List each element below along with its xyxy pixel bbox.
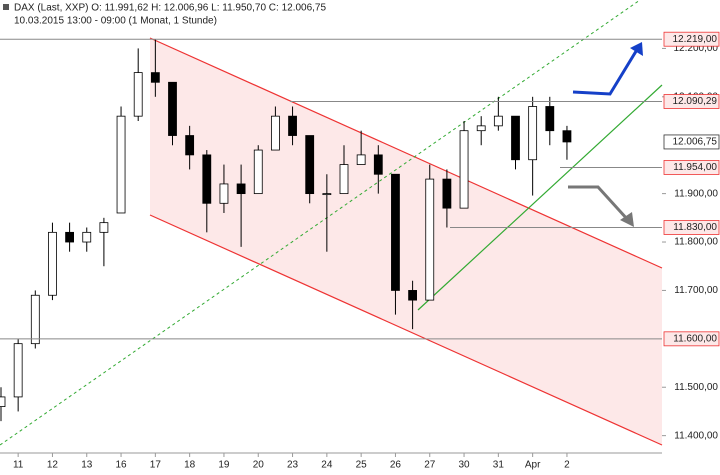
candle-body [356,154,366,165]
y-tick-label: 11.500,00 [674,382,718,393]
candle-body [322,193,332,196]
x-tick-label: Apr [525,460,541,471]
last-price-box [663,134,720,150]
candle-body [339,164,349,195]
x-tick-label: 19 [218,460,230,471]
candle-body [202,154,212,204]
x-tick-label: 26 [390,460,402,471]
x-tick-label: 25 [356,460,368,471]
candle-body [65,231,74,243]
candle-body [373,154,383,175]
x-tick-label: 20 [253,460,265,471]
candle-body [236,183,246,195]
candle-body [30,294,40,345]
x-tick-label: 12 [47,460,59,471]
candle-body [13,343,23,398]
level-label: 11.600,00 [673,333,717,344]
candle-body [150,72,160,83]
x-tick-label: 23 [287,460,299,471]
level-box [663,331,720,347]
candle-body [562,130,572,143]
candle-body [99,222,109,233]
x-tick-label: 30 [458,460,470,471]
level-label: 11.830,00 [673,222,717,233]
candle-body [528,106,538,161]
channel-fill [150,38,662,445]
level-box [663,160,720,175]
level-box [663,94,720,109]
x-tick-label: 2 [564,460,570,471]
arrow-down [568,185,630,222]
candle-body [270,115,280,151]
candle-body [408,290,418,301]
candle-body [253,149,263,195]
icon [3,4,9,10]
candle-body [288,115,297,136]
y-tick-label: 11.700,00 [674,285,718,296]
level-label: 11.954,00 [673,162,717,173]
trend-dotted [0,0,641,446]
y-tick-label: 11.800,00 [674,237,718,248]
x-tick-label: 13 [81,460,93,471]
candle-body [185,135,195,156]
candle-body [545,106,555,132]
candle-body [48,231,57,296]
candle-body [116,115,126,214]
candle-body [391,173,400,291]
channel-lower [149,214,663,446]
x-tick-label: 16 [115,460,127,471]
title: DAX (Last, XXP) O: 11.991,62 H: 12.006,9… [14,3,326,14]
level-box [663,220,720,235]
candle-body [219,183,229,204]
y-tick-label: 11.400,00 [674,430,718,441]
candle-body [442,178,452,209]
last-price-label: 12.006,75 [673,137,718,148]
candle-body [493,115,503,127]
arrow-up [572,47,640,96]
level-label: 12.090,29 [673,96,718,107]
candle-body [425,178,435,301]
x-tick-label: 27 [424,460,436,471]
arrow-up-head [630,42,643,56]
x-tick-label: 24 [321,460,333,471]
y-tick-label: 11.900,00 [674,188,718,199]
arrow-down-head [620,212,634,227]
y-tick-label: 12.200,00 [674,43,719,54]
trend-solid [417,84,663,311]
candle-body [168,81,177,136]
x-tick-label: 31 [493,460,505,471]
candle-body [476,125,486,132]
candle-body [459,130,469,209]
level-label: 12.219,00 [673,34,718,45]
candle-body [82,231,92,243]
candle-body [133,72,143,117]
level-box [663,31,720,47]
x-tick-label: 18 [184,460,196,471]
x-tick-label: 11 [13,460,24,471]
x-tick-label: 17 [150,460,162,471]
channel-upper [149,37,663,269]
subtitle: 10.03.2015 13:00 - 09:00 (1 Monat, 1 Stu… [14,16,217,27]
candle-body [0,396,6,407]
candle-body [511,115,520,161]
candle-body [305,135,315,195]
